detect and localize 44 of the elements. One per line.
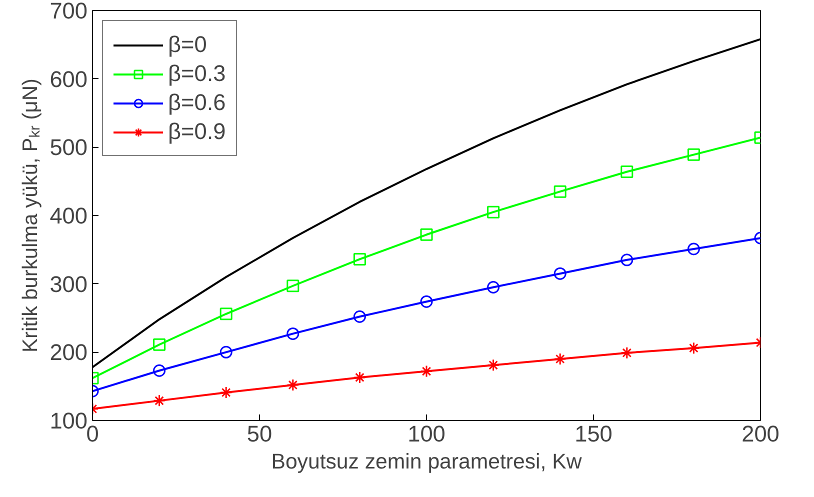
point [286, 378, 300, 392]
point [420, 295, 433, 308]
point [153, 364, 166, 377]
point [220, 346, 232, 358]
point [153, 338, 166, 351]
point [487, 358, 500, 372]
x-tick-label: 100 [408, 420, 446, 446]
legend-label: β=0.9 [168, 118, 226, 145]
point [554, 185, 566, 198]
x-tick-label: 200 [742, 420, 780, 446]
point [353, 310, 366, 323]
legend-label: β=0.3 [168, 60, 226, 87]
point [353, 252, 366, 266]
point [487, 281, 500, 294]
legend-label: β=0.6 [168, 89, 226, 116]
legend-label: β=0 [168, 31, 207, 58]
point [286, 327, 300, 340]
point [220, 308, 232, 320]
x-axis-title: Boyutsuz zemin parametresi, Kw [271, 450, 582, 474]
point [687, 342, 700, 354]
point [554, 267, 566, 280]
point [487, 206, 500, 218]
y-tick-label: 500 [50, 134, 88, 160]
point [353, 371, 366, 384]
point [620, 254, 634, 266]
point [554, 352, 566, 366]
y-tick-label: 700 [50, 0, 88, 24]
point [153, 394, 166, 407]
y-tick-label: 400 [50, 202, 88, 228]
y-tick-label: 200 [50, 339, 88, 366]
point [620, 166, 634, 178]
point [420, 365, 433, 378]
y-tick-label: 300 [50, 270, 88, 297]
point [620, 346, 634, 360]
y-axis-title: Kritik burkulma yükü, Pkr (μN) [19, 78, 44, 353]
point [420, 228, 433, 241]
x-tick-label: 50 [246, 420, 272, 446]
x-tick-label: 0 [86, 420, 99, 446]
point [220, 386, 232, 399]
y-tick-label: 600 [50, 66, 88, 92]
x-tick-label: 150 [574, 420, 612, 446]
point [687, 148, 700, 161]
point [687, 242, 700, 256]
point [286, 280, 300, 292]
